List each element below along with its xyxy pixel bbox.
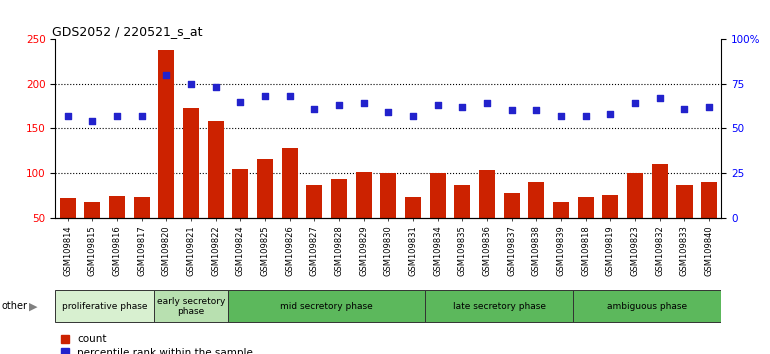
Bar (282, 148, 298, 218)
Point (457, 104, 469, 110)
Bar (627, 173, 643, 218)
Bar (504, 193, 520, 218)
Point (136, 113, 148, 119)
Bar (60, 198, 75, 218)
FancyBboxPatch shape (228, 290, 426, 322)
Bar (651, 164, 668, 218)
Text: ambiguous phase: ambiguous phase (608, 302, 688, 311)
Point (506, 108, 518, 113)
Point (580, 113, 592, 119)
Point (283, 93, 296, 99)
Bar (430, 173, 446, 218)
Text: GDS2052 / 220521_s_at: GDS2052 / 220521_s_at (52, 25, 203, 38)
Bar (553, 202, 569, 218)
Point (160, 72, 172, 78)
Point (111, 113, 123, 119)
Point (62, 113, 74, 119)
Text: early secretory
phase: early secretory phase (157, 297, 226, 316)
Bar (528, 182, 544, 218)
Point (308, 106, 320, 112)
Bar (602, 195, 618, 218)
Bar (454, 185, 470, 218)
FancyBboxPatch shape (55, 290, 154, 322)
Point (382, 109, 394, 115)
Bar (134, 197, 150, 218)
Point (432, 102, 444, 108)
Bar (677, 185, 692, 218)
Point (531, 108, 543, 113)
Point (481, 101, 494, 106)
Point (407, 113, 420, 119)
Bar (701, 182, 717, 218)
Point (259, 93, 271, 99)
Bar (85, 202, 100, 218)
Bar (257, 159, 273, 218)
Text: ▶: ▶ (29, 301, 38, 311)
Bar (208, 121, 224, 218)
Text: proliferative phase: proliferative phase (62, 302, 148, 311)
Point (185, 81, 197, 86)
Bar (578, 197, 594, 218)
FancyBboxPatch shape (426, 290, 574, 322)
Bar (109, 196, 126, 218)
Point (654, 95, 666, 101)
Bar (380, 173, 397, 218)
Bar (159, 50, 175, 218)
Bar (306, 185, 323, 218)
Point (629, 101, 641, 106)
FancyBboxPatch shape (574, 290, 721, 322)
Point (209, 84, 222, 90)
Text: mid secretory phase: mid secretory phase (280, 302, 373, 311)
FancyBboxPatch shape (154, 290, 228, 322)
Bar (331, 179, 347, 218)
Point (333, 102, 345, 108)
Bar (479, 170, 495, 218)
Point (555, 113, 567, 119)
Text: late secretory phase: late secretory phase (453, 302, 546, 311)
Point (703, 104, 715, 110)
Point (357, 101, 370, 106)
Text: other: other (2, 301, 28, 311)
Bar (233, 169, 249, 218)
Bar (183, 108, 199, 218)
Bar (405, 197, 421, 218)
Point (86, 118, 99, 124)
Point (604, 111, 617, 117)
Point (234, 99, 246, 104)
Point (678, 106, 691, 112)
Bar (356, 172, 372, 218)
Legend: count, percentile rank within the sample: count, percentile rank within the sample (61, 335, 253, 354)
